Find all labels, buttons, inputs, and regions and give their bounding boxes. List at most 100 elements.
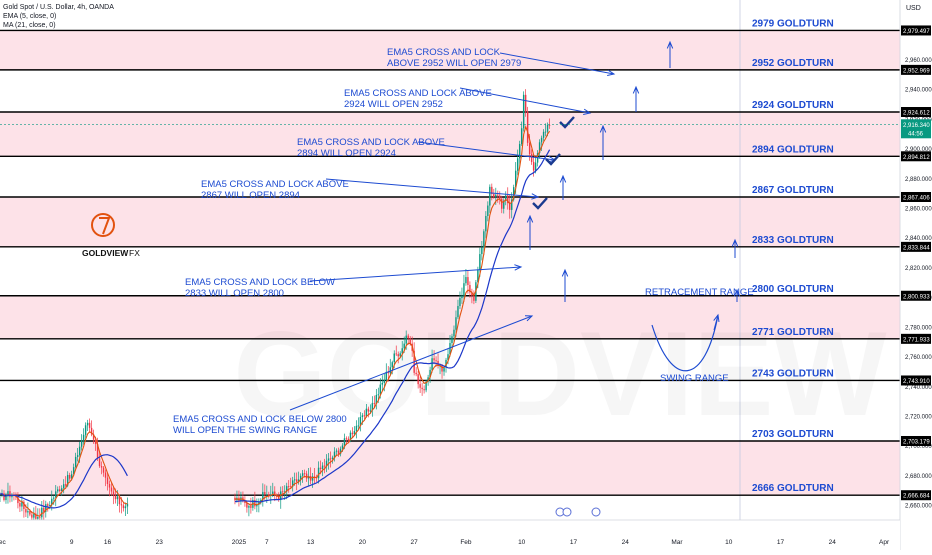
x-tick-label: 17 (570, 539, 578, 546)
candle-body (3, 493, 5, 501)
candle-body (425, 381, 427, 391)
level-price-text: 2,771.933 (903, 337, 930, 343)
level-price-text: 2,894.812 (903, 155, 930, 161)
level-price-badge (901, 375, 931, 386)
annotation-arrow-head (524, 315, 534, 322)
candle-body (297, 479, 300, 482)
currency-label[interactable]: USD (906, 5, 921, 12)
x-tick-label: 27 (411, 539, 419, 546)
candle-body (463, 283, 465, 296)
candle-body (359, 416, 362, 426)
level-price-text: 2,703.179 (903, 439, 930, 445)
candle-body (262, 491, 264, 500)
x-tick-label: 16 (104, 539, 112, 546)
candle-body (467, 277, 469, 286)
candle-body (522, 94, 525, 129)
candle-body (303, 473, 306, 475)
candle-body (546, 124, 549, 132)
candle-body (106, 477, 109, 484)
annotation-arrow (289, 315, 533, 411)
countdown-text: 44:56 (908, 131, 924, 137)
candle-body (61, 488, 63, 492)
level-price-text: 2,666.684 (903, 494, 930, 500)
candle-body (361, 415, 364, 417)
candle-body (27, 511, 29, 513)
logo-suffix: FX (129, 248, 140, 258)
candle-body (266, 494, 268, 496)
annotation-arrow (459, 87, 591, 114)
candle-body (92, 434, 95, 440)
candle-body (485, 215, 487, 232)
annotation-arrow (325, 178, 539, 198)
candle-body (270, 494, 272, 496)
symbol-title[interactable]: Gold Spot / U.S. Dollar, 4h, OANDA (3, 4, 114, 11)
x-tick-label: Feb (460, 539, 472, 546)
candle-body (421, 387, 423, 390)
candle-body (291, 480, 294, 487)
candle-body (293, 479, 296, 481)
candle-body (457, 306, 459, 318)
candle-body (102, 467, 105, 473)
candle-body (90, 427, 93, 435)
level-price-text: 2,800.933 (903, 294, 930, 300)
candle-body (397, 354, 399, 357)
candle-body (530, 153, 533, 162)
direction-arrow-head (561, 268, 569, 277)
level-label: 2743 GOLDTURN (752, 368, 834, 379)
candle-body (427, 377, 429, 382)
candle-body (9, 491, 11, 498)
level-price-text: 2,867.406 (903, 195, 930, 201)
chart-legend[interactable]: Gold Spot / U.S. Dollar, 4h, OANDA EMA (… (3, 3, 114, 30)
current-price-text: 2,916.340 (903, 123, 930, 129)
candle-body (381, 382, 384, 385)
level-price-badge (901, 107, 931, 118)
candle-body (405, 335, 407, 344)
candle-body (100, 466, 103, 468)
candle-body (299, 475, 302, 480)
y-tick-label: 2,840.000 (905, 236, 932, 242)
candle-body (108, 483, 111, 488)
level-price-badge (901, 151, 931, 162)
x-tick-label: 2025 (232, 539, 247, 546)
candle-body (407, 335, 409, 339)
candle-body (443, 367, 445, 372)
y-tick-label: 2,860.000 (905, 207, 932, 213)
candle-body (70, 474, 73, 479)
candle-body (461, 295, 463, 299)
candle-body (31, 514, 33, 518)
y-tick-label: 2,780.000 (905, 325, 932, 331)
candle-body (355, 425, 358, 432)
current-price-badge (901, 119, 931, 139)
x-tick-label: 20 (359, 539, 367, 546)
candle-body (449, 343, 451, 355)
annotation-arrow (309, 266, 522, 282)
x-tick-label: 10 (725, 539, 733, 546)
candle-body (491, 186, 493, 195)
candle-body (353, 431, 356, 435)
candle-body (357, 425, 360, 427)
candle-body (481, 247, 483, 255)
event-marker (591, 507, 601, 517)
candle-body (88, 422, 91, 428)
candle-body (66, 474, 69, 486)
candle-body (321, 465, 324, 469)
candle-body (441, 365, 443, 372)
level-price-text: 2,833.844 (903, 245, 930, 251)
candle-body (319, 467, 322, 469)
x-tick-label: 23 (156, 539, 164, 546)
candle-body (528, 142, 531, 154)
level-price-badge (901, 241, 931, 252)
x-tick-label: 7 (265, 539, 269, 546)
level-label: 2867 GOLDTURN (752, 185, 834, 196)
candle-body (57, 489, 59, 492)
check-mark (532, 197, 548, 210)
candle-body (391, 362, 393, 368)
candle-body (335, 450, 338, 452)
candle-body (82, 434, 85, 441)
ma-legend[interactable]: MA (21, close, 0) (3, 22, 56, 29)
level-label: 2833 GOLDTURN (752, 235, 834, 246)
ema-legend[interactable]: EMA (5, close, 0) (3, 13, 57, 20)
annotation-arrow-head (583, 108, 592, 115)
